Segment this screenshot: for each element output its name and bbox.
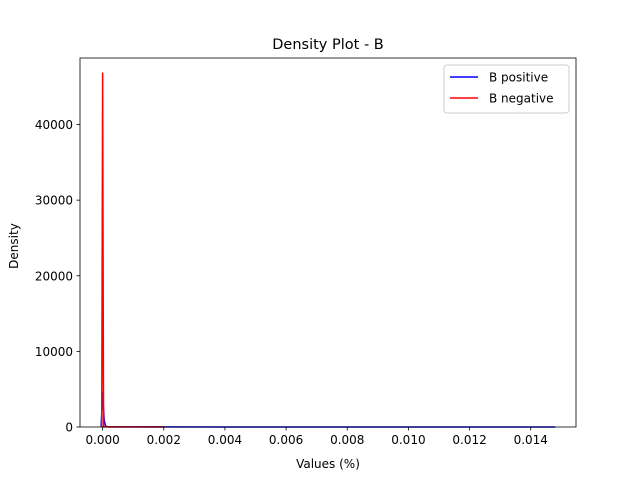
y-tick-label: 30000 <box>35 194 73 208</box>
x-tick-label: 0.012 <box>452 433 486 447</box>
x-tick-label: 0.014 <box>514 433 548 447</box>
x-axis: 0.000 0.002 0.004 0.006 0.008 0.010 0.012 0.014 <box>85 427 548 447</box>
y-axis-title: Density <box>7 223 21 269</box>
x-tick-label: 0.002 <box>147 433 181 447</box>
chart-title: Density Plot - B <box>272 37 383 53</box>
x-axis-title: Values (%) <box>296 457 360 471</box>
x-tick-label: 0.006 <box>269 433 303 447</box>
plot-frame <box>79 57 577 428</box>
x-tick-label: 0.010 <box>391 433 425 447</box>
y-tick-label: 10000 <box>35 345 73 359</box>
x-tick-label: 0.008 <box>330 433 364 447</box>
plot-area <box>79 57 577 428</box>
legend-label-1: B positive <box>489 71 548 85</box>
y-tick-label: 40000 <box>35 118 73 132</box>
y-tick-label: 0 <box>65 421 73 435</box>
legend: B positive B negative <box>443 64 570 114</box>
legend-label-2: B negative <box>489 92 554 106</box>
x-tick-label: 0.004 <box>208 433 242 447</box>
y-axis: 0 10000 20000 30000 40000 <box>35 118 80 435</box>
x-tick-label: 0.000 <box>85 433 119 447</box>
y-tick-label: 20000 <box>35 269 73 283</box>
